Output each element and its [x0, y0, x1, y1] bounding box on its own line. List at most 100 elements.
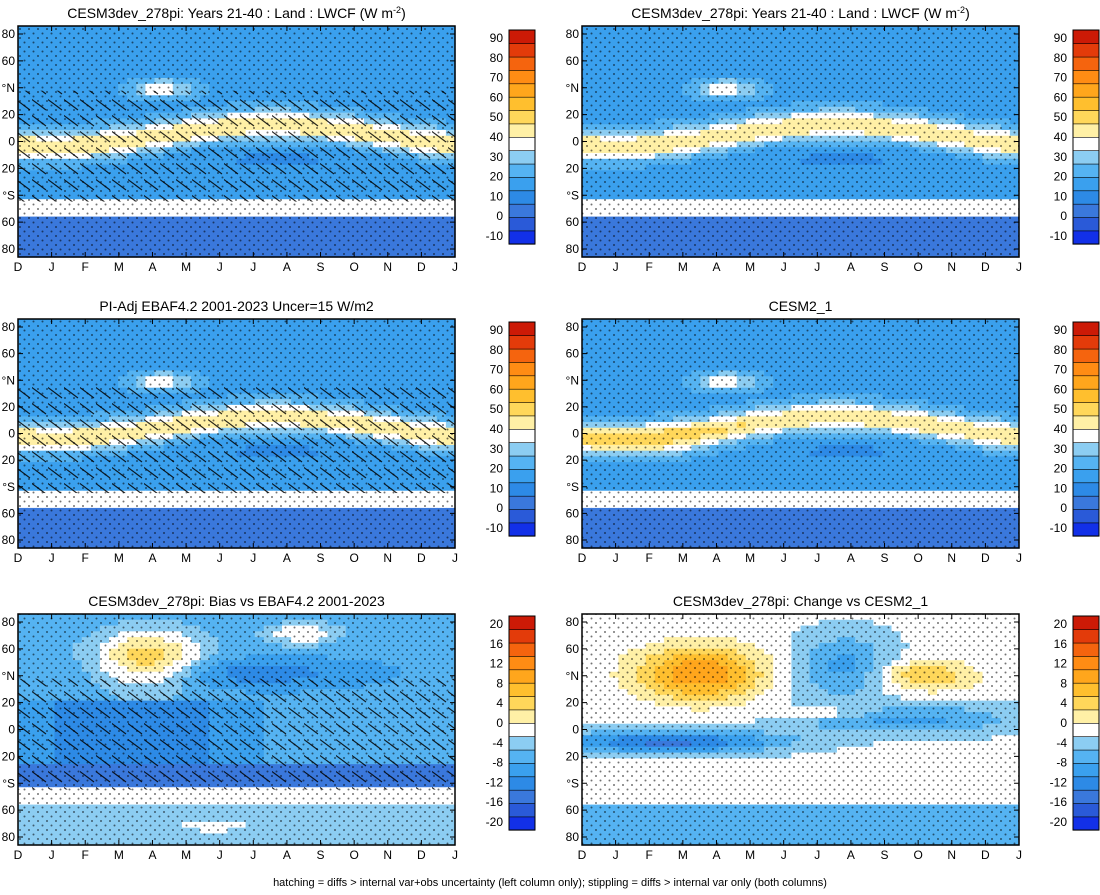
colorbar-label: 90 [1054, 31, 1068, 45]
colorbar-swatch [508, 176, 536, 192]
x-tick-label: A [148, 260, 156, 274]
colorbar-swatch [1072, 69, 1100, 85]
colorbar-swatch [1072, 230, 1100, 245]
x-tick-label: S [317, 260, 325, 274]
x-tick-label: F [646, 260, 653, 274]
panel-title: PI-Adj EBAF4.2 2001-2023 Uncer=15 W/m2 [99, 298, 374, 314]
x-tick-label: M [745, 260, 755, 274]
colorbar-label: 0 [496, 209, 503, 223]
panel-2: CESM3dev_278pi: Years 21-40 : Land : LWC… [566, 5, 1100, 274]
x-tick-label: A [847, 260, 855, 274]
x-tick-label: J [217, 260, 223, 274]
y-tick-label: °N [2, 81, 15, 95]
colorbar-swatch [508, 190, 536, 205]
colorbar-swatch [508, 109, 536, 125]
x-tick-label: M [181, 260, 191, 274]
colorbar-swatch [508, 216, 536, 232]
y-tick-label: 20 [566, 161, 580, 175]
colorbar-frame [1072, 29, 1100, 245]
colorbar-swatch [508, 150, 536, 165]
colorbar-swatch [508, 203, 536, 218]
colorbar-swatch [508, 123, 536, 138]
panel-1: CESM3dev_278pi: Years 21-40 : Land : LWC… [2, 5, 536, 274]
x-tick-label: D [981, 260, 990, 274]
colorbar-swatch [508, 43, 536, 58]
y-tick-label: 0 [572, 135, 579, 149]
colorbar-label: 90 [490, 31, 504, 45]
panel-title: CESM3dev_278pi: Years 21-40 : Land : LWC… [631, 5, 969, 21]
colorbar-swatch [508, 96, 536, 111]
colorbar-label: 60 [490, 90, 504, 104]
x-tick-label: J [781, 260, 787, 274]
colorbar-swatch [1072, 96, 1100, 111]
x-tick-label: M [114, 260, 124, 274]
colorbar-label: 20 [490, 170, 504, 184]
y-tick-label: °S [566, 188, 579, 202]
colorbar-swatch [1072, 150, 1100, 165]
colorbar-swatch [508, 163, 536, 178]
y-tick-label: °N [566, 81, 579, 95]
colorbar-swatch [1072, 56, 1100, 71]
colorbar-swatch [1072, 109, 1100, 125]
x-tick-label: J [613, 260, 619, 274]
y-tick-label: 80 [566, 242, 580, 256]
colorbar-swatch [1072, 123, 1100, 138]
y-tick-label: 60 [566, 215, 580, 229]
y-tick-label: 20 [566, 108, 580, 122]
colorbar-swatch [1072, 43, 1100, 58]
colorbar-label: 40 [490, 130, 504, 144]
y-tick-label: 80 [566, 27, 580, 41]
y-tick-label: 80 [2, 242, 16, 256]
colorbar-swatch [508, 29, 536, 44]
colorbar-swatch [1072, 136, 1100, 151]
colorbar-label: 20 [1054, 170, 1068, 184]
colorbar-swatch [1072, 216, 1100, 232]
hatching [18, 90, 455, 202]
x-tick-label: J [1016, 260, 1022, 274]
colorbar-swatch [508, 136, 536, 151]
colorbar-label: 10 [490, 189, 504, 203]
colorbar-label: -10 [1050, 229, 1068, 243]
x-tick-label: S [881, 260, 889, 274]
y-tick-label: 20 [2, 161, 16, 175]
y-tick-label: 60 [566, 54, 580, 68]
x-tick-label: N [947, 260, 956, 274]
colorbar-swatch [1072, 29, 1100, 44]
x-tick-label: J [49, 260, 55, 274]
x-tick-label: J [250, 260, 256, 274]
colorbar-swatch [508, 230, 536, 245]
y-tick-label: 60 [2, 54, 16, 68]
x-tick-label: O [913, 260, 922, 274]
colorbar-label: 50 [1054, 110, 1068, 124]
colorbar-swatch [1072, 163, 1100, 178]
x-tick-label: M [678, 260, 688, 274]
colorbar-label: 50 [490, 110, 504, 124]
colorbar-label: 10 [1054, 189, 1068, 203]
colorbar-label: 0 [1060, 209, 1067, 223]
colorbar-label: 40 [1054, 130, 1068, 144]
y-tick-label: 80 [2, 27, 16, 41]
colorbar-label: 80 [1054, 51, 1068, 65]
colorbar-label: 70 [490, 71, 504, 85]
x-tick-label: D [578, 260, 587, 274]
panel-3: PI-Adj EBAF4.2 2001-2023 Uncer=15 W/m2D J… [2, 298, 536, 565]
x-tick-label: J [814, 260, 820, 274]
colorbar-label: 30 [490, 150, 504, 164]
stippling [582, 26, 1019, 257]
colorbar-swatch [1072, 176, 1100, 192]
x-tick-label: J [452, 260, 458, 274]
x-tick-label: D [417, 260, 426, 274]
colorbar-label: 80 [490, 51, 504, 65]
x-tick-label: D [14, 260, 23, 274]
panel-title: CESM3dev_278pi: Years 21-40 : Land : LWC… [67, 5, 405, 21]
colorbar-swatch [1072, 203, 1100, 218]
colorbar: 90 80 70 60 50 40 30 20 10 0 -10 [486, 29, 536, 245]
y-tick-label: 60 [2, 215, 16, 229]
colorbar-label: 60 [1054, 90, 1068, 104]
y-tick-label: 0 [8, 135, 15, 149]
colorbar-label: -10 [486, 229, 504, 243]
colorbar-label: 30 [1054, 150, 1068, 164]
x-tick-label: O [349, 260, 358, 274]
colorbar-frame [508, 29, 536, 245]
